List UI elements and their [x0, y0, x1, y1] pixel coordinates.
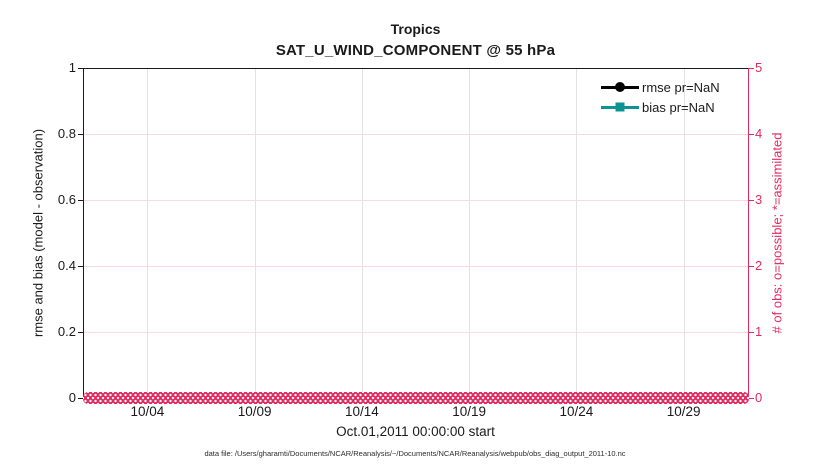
legend-label-bias: bias pr=NaN — [642, 99, 715, 115]
y-right-tick-label: 3 — [755, 192, 763, 207]
gridline-vertical — [147, 69, 149, 398]
gridline-horizontal — [84, 266, 748, 267]
y-left-tick-mark — [78, 200, 83, 201]
y-right-tick-mark — [749, 266, 754, 267]
y-left-tick-label: 0 — [68, 390, 76, 405]
y-right-tick-mark — [749, 134, 754, 135]
legend-label-rmse: rmse pr=NaN — [642, 79, 720, 95]
y-left-tick-mark — [78, 398, 83, 399]
obs-markers-band — [83, 392, 749, 404]
y-axis-label-right: # of obs: o=possible; *=assimilated — [769, 132, 785, 334]
y-left-tick-label: 1 — [68, 60, 76, 75]
y-right-tick-label: 5 — [755, 60, 763, 75]
y-axis-label-left: rmse and bias (model - observation) — [30, 128, 46, 338]
y-left-tick-label: 0.8 — [57, 126, 76, 141]
gridline-horizontal — [84, 332, 748, 333]
gridline-vertical — [683, 69, 685, 398]
y-right-tick-label: 0 — [755, 390, 763, 405]
x-tick-label: 10/04 — [130, 404, 165, 419]
rmse-line-sample — [601, 77, 639, 97]
datafile-text: data file: /Users/gharamti/Documents/NCA… — [204, 449, 626, 458]
y-left-tick-mark — [78, 134, 83, 135]
x-tick-label: 10/24 — [559, 404, 594, 419]
chart-subtitle: SAT_U_WIND_COMPONENT @ 55 hPa — [275, 41, 556, 59]
y-right-tick-mark — [749, 200, 754, 201]
y-left-tick-label: 0.2 — [57, 324, 76, 339]
bias-square-marker-icon — [615, 102, 625, 112]
chart-title: Tropics — [390, 21, 441, 37]
legend-entry-rmse: rmse pr=NaN — [601, 77, 751, 97]
gridline-vertical — [361, 69, 363, 398]
legend-entry-bias: bias pr=NaN — [601, 97, 751, 117]
gridline-vertical — [254, 69, 256, 398]
y-right-tick-mark — [749, 68, 754, 69]
axis-spine-right — [748, 68, 749, 399]
bias-line-sample — [601, 97, 639, 117]
y-right-tick-label: 1 — [755, 324, 763, 339]
gridline-vertical — [469, 69, 471, 398]
gridline-horizontal — [84, 200, 748, 201]
y-left-tick-mark — [78, 68, 83, 69]
y-right-tick-mark — [749, 332, 754, 333]
rmse-circle-marker-icon — [615, 82, 625, 92]
axis-spine-left — [83, 68, 84, 399]
x-tick-label: 10/14 — [344, 404, 379, 419]
x-tick-label: 10/29 — [666, 404, 701, 419]
x-tick-label: 10/09 — [237, 404, 272, 419]
y-right-tick-label: 4 — [755, 126, 763, 141]
y-left-tick-label: 0.6 — [57, 192, 76, 207]
title-block: Tropics SAT_U_WIND_COMPONENT @ 55 hPa — [83, 21, 748, 60]
x-tick-label: 10/19 — [452, 404, 487, 419]
gridline-horizontal — [84, 134, 748, 135]
gridline-vertical — [576, 69, 578, 398]
y-left-tick-mark — [78, 332, 83, 333]
axis-spine-top — [83, 68, 749, 69]
legend: rmse pr=NaN bias pr=NaN — [601, 77, 751, 117]
y-right-tick-label: 2 — [755, 258, 763, 273]
y-left-tick-label: 0.4 — [57, 258, 76, 273]
x-axis-label: Oct.01,2011 00:00:00 start — [336, 424, 495, 439]
y-right-tick-mark — [749, 398, 754, 399]
y-left-tick-mark — [78, 266, 83, 267]
